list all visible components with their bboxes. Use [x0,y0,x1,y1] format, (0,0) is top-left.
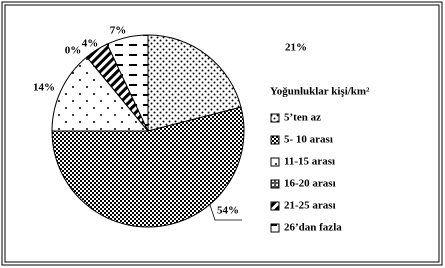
legend-swatch [270,135,280,145]
legend-label: 21-25 arası [284,200,336,212]
pie-slice [51,56,150,132]
legend-swatch [270,201,280,211]
pie-slice [147,34,242,132]
pie-slice [106,34,149,132]
legend-label: 26’dan fazla [284,222,342,234]
legend-label: 5- 10 arası [284,134,333,146]
slice-label: 14% [33,82,55,94]
slice-label: 7% [110,25,127,37]
slice-label: 54% [217,205,239,217]
legend-title: Yoğunluklar kişi/km² [270,86,370,98]
legend-swatch [270,223,280,233]
leader-line [209,204,242,221]
pie-slice [51,106,245,228]
legend-label: 5’ten az [284,112,321,124]
legend-swatch [270,113,280,123]
frame-inner [4,4,440,263]
legend-swatch [270,179,280,189]
slice-label: 4% [82,38,99,50]
slice-label: 21% [285,42,307,54]
legend-swatch [270,157,280,167]
legend-label: 11-15 arası [284,156,335,168]
legend-label: 16-20 arası [284,178,336,190]
slice-label: 0% [65,45,82,57]
